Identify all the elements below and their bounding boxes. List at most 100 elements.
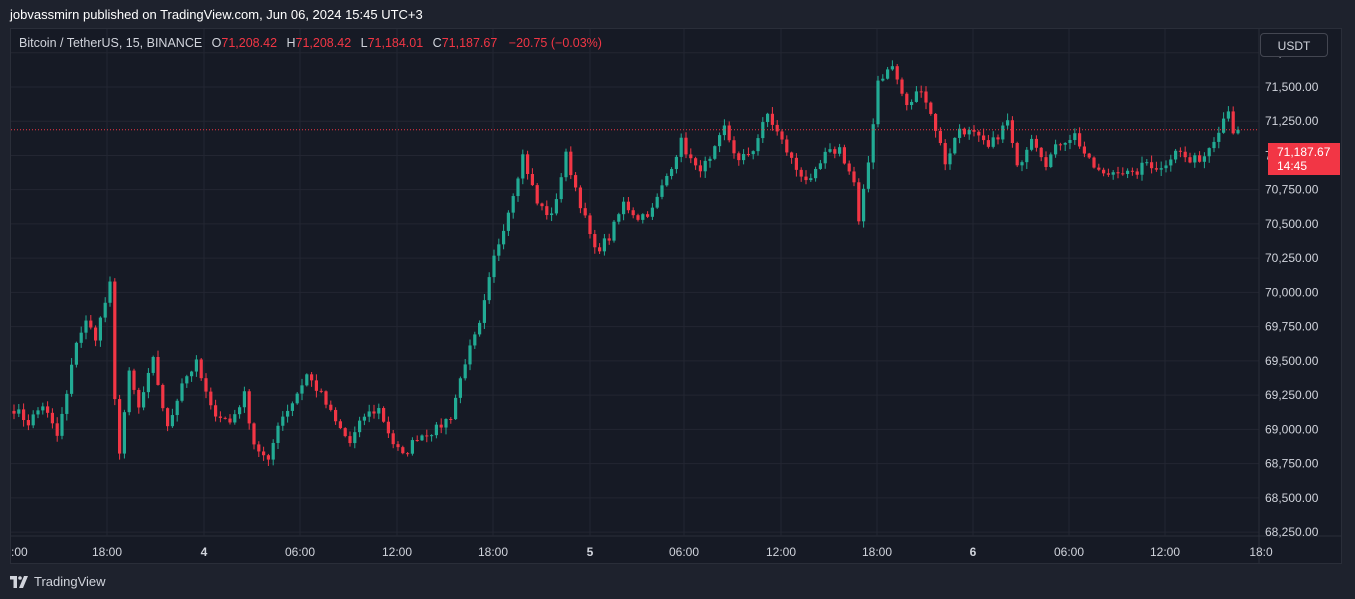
candle: [281, 411, 285, 431]
candle-body: [26, 420, 30, 426]
candle-body: [492, 255, 496, 278]
candle: [574, 172, 578, 192]
candle-body: [780, 131, 784, 140]
x-tick-label: 5: [587, 545, 594, 559]
candle-body: [718, 135, 722, 147]
candle: [1097, 163, 1101, 172]
candle-body: [1231, 111, 1235, 134]
candle-body: [199, 359, 203, 379]
candle-body: [377, 408, 381, 414]
candle: [132, 368, 136, 395]
candle: [766, 112, 770, 128]
candle: [324, 390, 328, 409]
candle-body: [535, 185, 539, 204]
grid: [11, 29, 1341, 563]
candle: [1193, 152, 1197, 168]
candle-body: [454, 397, 458, 420]
candle: [449, 417, 453, 424]
candle: [866, 155, 870, 193]
candle-body: [473, 334, 477, 346]
candle-body: [890, 66, 894, 70]
candle-body: [612, 221, 616, 241]
candle: [70, 358, 74, 397]
y-tick-label: 71,500.00: [1265, 80, 1319, 94]
candle: [924, 86, 928, 110]
candle: [1183, 146, 1187, 163]
candle-body: [929, 102, 933, 114]
candle-body: [310, 374, 314, 381]
candle: [348, 431, 352, 447]
candle: [1087, 152, 1091, 159]
symbol-name[interactable]: Bitcoin / TetherUS, 15, BINANCE: [19, 36, 203, 50]
x-tick-label: 18:00: [92, 545, 122, 559]
candle: [602, 233, 606, 256]
candle-body: [113, 281, 117, 400]
candle-body: [574, 175, 578, 188]
candle: [823, 147, 827, 169]
price-chart[interactable]: 71,750.0071,500.0071,250.0071,000.0070,7…: [11, 29, 1342, 564]
candle-body: [343, 428, 347, 437]
candle-body: [190, 371, 194, 377]
candle: [170, 408, 174, 428]
candle: [1001, 122, 1005, 143]
candle-body: [463, 364, 467, 379]
high-value: 71,208.42: [295, 36, 352, 50]
candle: [113, 278, 117, 406]
currency-button[interactable]: USDT: [1260, 33, 1328, 57]
candle-body: [785, 139, 789, 153]
candle: [910, 99, 914, 110]
footer-brand[interactable]: TradingView: [10, 572, 106, 592]
candle-body: [886, 69, 890, 79]
candle-body: [1202, 156, 1206, 162]
candle: [1006, 113, 1010, 129]
candle-body: [506, 212, 510, 231]
candle: [1030, 134, 1034, 152]
candle: [914, 86, 918, 103]
brand-name: TradingView: [34, 574, 106, 589]
candle-body: [881, 78, 885, 81]
candle: [545, 200, 549, 220]
candle: [1039, 147, 1043, 162]
candle-body: [857, 182, 861, 222]
candle: [473, 331, 477, 349]
low-label: L: [360, 36, 368, 50]
candle-body: [1092, 157, 1096, 168]
candle-body: [396, 444, 400, 448]
tradingview-logo-icon: [10, 576, 28, 588]
candle: [1020, 160, 1024, 172]
candle: [631, 207, 635, 219]
candle-body: [852, 171, 856, 183]
candle: [295, 391, 299, 405]
candle: [982, 128, 986, 145]
x-tick-label: 18:0: [1249, 545, 1273, 559]
candle-body: [977, 131, 981, 136]
candle-body: [1073, 133, 1077, 141]
candle: [804, 170, 808, 185]
candle: [674, 154, 678, 174]
candle-body: [266, 455, 270, 460]
candle-body: [655, 196, 659, 208]
candle: [478, 320, 482, 337]
candle-body: [732, 140, 736, 154]
candle-body: [41, 406, 45, 411]
candle-body: [794, 157, 798, 170]
candle: [665, 173, 669, 187]
candle: [247, 389, 251, 430]
candle: [497, 238, 501, 262]
candle-body: [847, 163, 851, 172]
candle: [55, 417, 59, 442]
candle-body: [1198, 155, 1202, 162]
candle: [622, 197, 626, 221]
candle-body: [900, 79, 904, 94]
candle: [986, 134, 990, 149]
candle: [166, 407, 170, 432]
candle: [660, 179, 664, 200]
candle: [751, 150, 755, 160]
candle-body: [511, 196, 515, 213]
candle-body: [247, 391, 251, 424]
candle: [962, 127, 966, 137]
candle-body: [434, 424, 438, 436]
chart-panel[interactable]: 71,750.0071,500.0071,250.0071,000.0070,7…: [10, 28, 1342, 564]
candle-body: [170, 415, 174, 427]
candle-body: [828, 149, 832, 152]
